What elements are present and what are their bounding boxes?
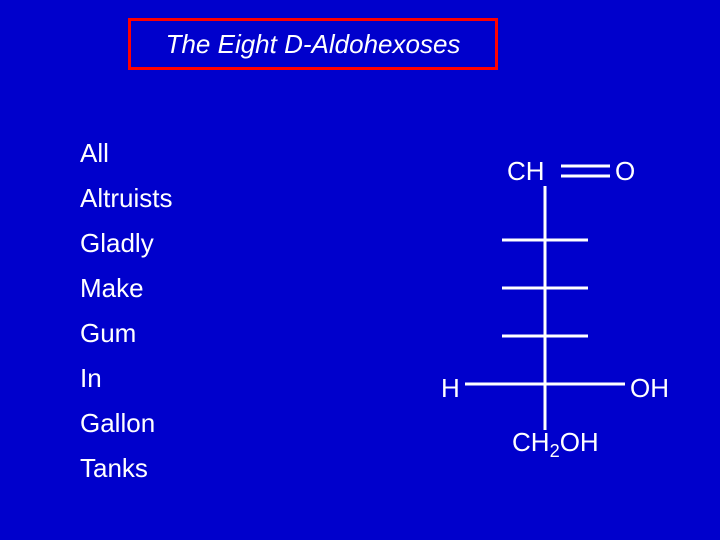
ch2oh-sub: 2	[550, 441, 560, 461]
slide-root: The Eight D-Aldohexoses AllAltruistsGlad…	[0, 0, 720, 540]
label-ch: CH	[507, 156, 545, 187]
ch2oh-prefix: CH	[512, 427, 550, 457]
fischer-projection-lines	[0, 0, 720, 540]
label-h: H	[441, 373, 460, 404]
label-oh: OH	[630, 373, 669, 404]
label-ch2oh: CH2OH	[512, 427, 599, 462]
ch2oh-suffix: OH	[560, 427, 599, 457]
label-o: O	[615, 156, 635, 187]
